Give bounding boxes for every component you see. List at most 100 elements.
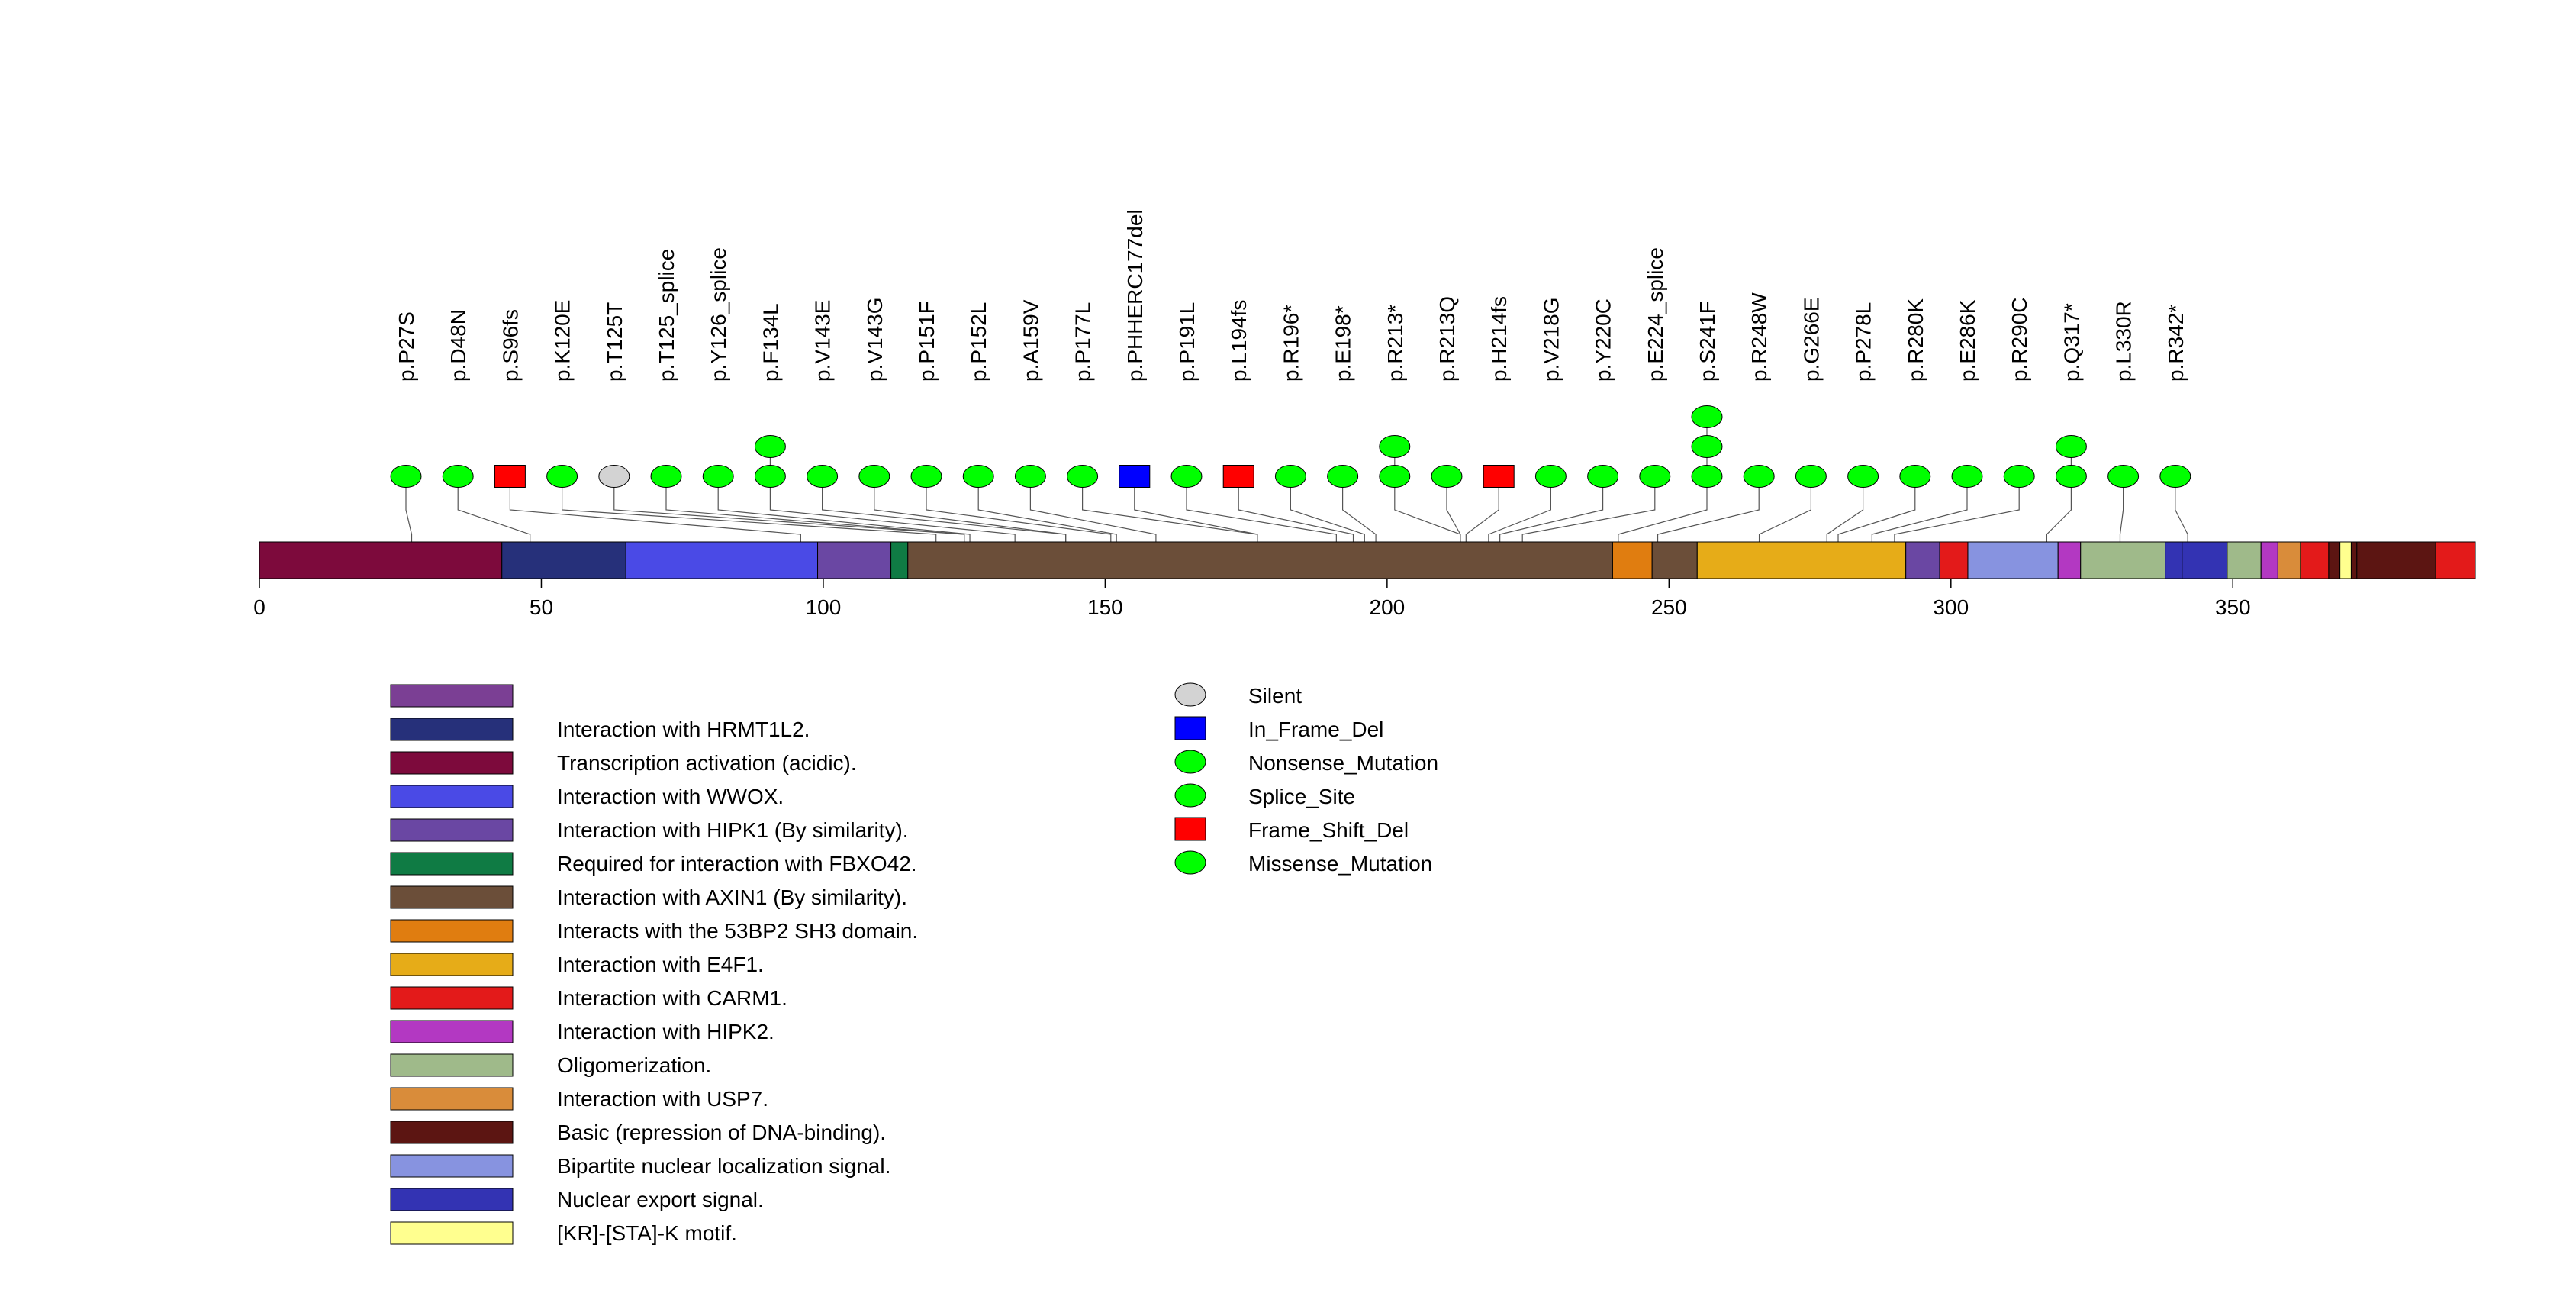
legend-marker-silent bbox=[1174, 682, 1206, 707]
mutation-label-p-g266e: p.G266E bbox=[1799, 297, 1823, 382]
stem-p-p278l bbox=[1826, 476, 1864, 542]
legend-label-basic: Basic (repression of DNA-binding). bbox=[557, 1121, 886, 1144]
legend-swatch-axin1 bbox=[390, 885, 514, 909]
stem-p-s96fs bbox=[509, 476, 801, 542]
x-tick-label: 300 bbox=[1933, 595, 1969, 619]
missense-marker bbox=[1067, 465, 1099, 488]
nonsense-marker bbox=[2159, 465, 2191, 488]
legend-swatch-oligo bbox=[390, 1053, 514, 1077]
stem-p-l330r bbox=[2119, 476, 2124, 542]
legend-label-transactivation: Transcription activation (acidic). bbox=[557, 751, 857, 775]
domain-segment-hipk2 bbox=[2260, 541, 2278, 579]
legend-swatch-usp7 bbox=[390, 1087, 514, 1111]
missense-marker bbox=[807, 465, 839, 488]
missense-marker bbox=[2003, 465, 2035, 488]
domain-segment-axin1 bbox=[1651, 541, 1698, 579]
mutation-label-p-s241f: p.S241F bbox=[1695, 301, 1719, 382]
mutation-label-p-h214fs: p.H214fs bbox=[1487, 296, 1511, 382]
legend-label-fbxo42: Required for interaction with FBXO42. bbox=[557, 852, 917, 876]
mutation-label-p-s96fs: p.S96fs bbox=[498, 309, 522, 382]
protein-backbone bbox=[259, 541, 2476, 579]
nonsense-marker bbox=[1379, 465, 1411, 488]
missense-marker bbox=[442, 465, 474, 488]
missense-marker bbox=[1014, 465, 1046, 488]
missense-marker bbox=[1951, 465, 1983, 488]
stem-p-l194fs bbox=[1238, 476, 1354, 542]
legend-swatch-motif bbox=[390, 1221, 514, 1245]
legend-label-wwox: Interaction with WWOX. bbox=[557, 785, 784, 808]
x-axis: 0 50 100 150 200 250 300 350 bbox=[253, 579, 2251, 619]
mutation-type-legend: Silent In_Frame_Del Nonsense_Mutation Splic… bbox=[1174, 682, 1438, 876]
stem-p-e286k bbox=[1871, 476, 1968, 542]
mutation-label-p-phherc177del: p.PHHERC177del bbox=[1123, 209, 1147, 382]
splice-marker bbox=[1639, 465, 1671, 488]
domain-segment-axin1 bbox=[907, 541, 1613, 579]
missense-marker bbox=[754, 465, 786, 488]
missense-marker bbox=[390, 465, 422, 488]
missense-marker bbox=[1170, 465, 1203, 488]
mutation-label-p-p191l: p.P191L bbox=[1175, 302, 1199, 382]
domain-segment-hrmt1l2 bbox=[501, 541, 626, 579]
missense-marker bbox=[1691, 465, 1723, 488]
mutation-label-p-p152l: p.P152L bbox=[967, 302, 990, 382]
frameshift-marker bbox=[1483, 465, 1515, 488]
mutation-label-p-a159v: p.A159V bbox=[1019, 299, 1042, 382]
x-tick-label: 0 bbox=[253, 595, 266, 619]
domain-segment-hipk1 bbox=[817, 541, 892, 579]
stem-p-r213q bbox=[1446, 476, 1461, 542]
nonsense-marker bbox=[1327, 465, 1359, 488]
mutation-labels: p.P27S p.D48N p.S96fs p.K120E p.T125T p.T125_… bbox=[394, 209, 2188, 382]
mutation-label-p-l330r: p.L330R bbox=[2112, 301, 2136, 382]
mutation-label-p-e286k: p.E286K bbox=[1956, 299, 1979, 382]
legend-label-splice: Splice_Site bbox=[1248, 785, 1355, 808]
mutation-label-p-t125-splice: p.T125_splice bbox=[655, 249, 678, 382]
legend-swatch-e4f1 bbox=[390, 953, 514, 976]
legend-marker-splice bbox=[1174, 783, 1206, 808]
missense-marker bbox=[962, 465, 994, 488]
missense-marker bbox=[1795, 465, 1827, 488]
missense-marker bbox=[1587, 465, 1619, 488]
stem-p-e224-splice bbox=[1521, 476, 1656, 542]
stem-p-phherc177del bbox=[1134, 476, 1258, 542]
inframe-marker bbox=[1119, 465, 1151, 488]
x-tick-label: 50 bbox=[530, 595, 553, 619]
frameshift-marker bbox=[1222, 465, 1254, 488]
stem-p-v218g bbox=[1488, 476, 1552, 542]
domain-segment-transactivation bbox=[259, 541, 503, 579]
mutation-label-p-r342: p.R342* bbox=[2164, 305, 2188, 382]
mutation-label-p-v143g: p.V143G bbox=[863, 297, 887, 382]
legend-marker-missense bbox=[1174, 850, 1206, 875]
domain-segment-wwox bbox=[625, 541, 819, 579]
stem-p-p152l bbox=[977, 476, 1117, 542]
missense-marker bbox=[546, 465, 578, 488]
domain-segment-oligo bbox=[2227, 541, 2262, 579]
legend-marker-nonsense bbox=[1174, 750, 1206, 774]
mutation-label-p-p177l: p.P177L bbox=[1071, 302, 1095, 382]
legend-swatch-sh3 bbox=[390, 919, 514, 943]
mutation-label-p-y126-splice: p.Y126_splice bbox=[707, 247, 730, 382]
legend-marker-inframe bbox=[1174, 716, 1206, 740]
missense-marker bbox=[1691, 405, 1723, 428]
domain-segment-motif bbox=[2339, 541, 2352, 579]
domain-segment-nes bbox=[2182, 541, 2228, 579]
legend-swatch-unnamed bbox=[390, 684, 514, 708]
stem-p-e198 bbox=[1341, 476, 1377, 542]
nonsense-marker bbox=[2055, 465, 2087, 488]
legend-swatch-transactivation bbox=[390, 751, 514, 775]
legend-label-frameshift: Frame_Shift_Del bbox=[1248, 818, 1409, 842]
mutation-label-p-y220c: p.Y220C bbox=[1592, 298, 1615, 382]
domain-segment-carm1 bbox=[2300, 541, 2330, 579]
stem-p-r196 bbox=[1290, 476, 1365, 542]
stem-p-p191l bbox=[1186, 476, 1337, 542]
splice-marker bbox=[650, 465, 682, 488]
missense-marker bbox=[2107, 465, 2140, 488]
x-tick-label: 150 bbox=[1087, 595, 1123, 619]
legend-label-oligo: Oligomerization. bbox=[557, 1053, 711, 1077]
stem-p-p151f bbox=[926, 476, 1112, 542]
domain-segment-e4f1 bbox=[1696, 541, 1907, 579]
legend-label-sh3: Interacts with the 53BP2 SH3 domain. bbox=[557, 919, 918, 943]
domain-segment-carm1 bbox=[1939, 541, 1969, 579]
legend-swatch-fbxo42 bbox=[390, 852, 514, 876]
mutation-label-p-e198: p.E198* bbox=[1331, 305, 1355, 382]
